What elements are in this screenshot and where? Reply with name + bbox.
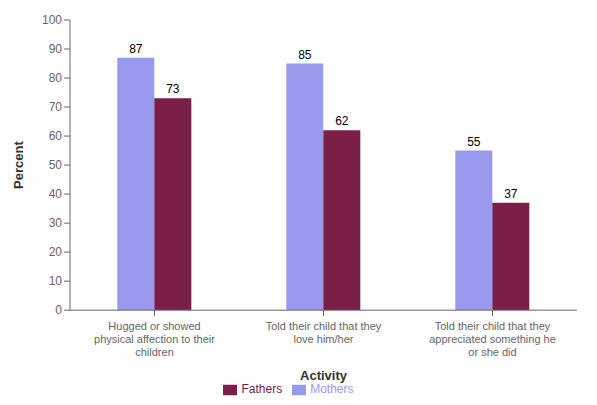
svg-text:37: 37: [504, 187, 518, 201]
svg-text:50: 50: [49, 158, 63, 172]
svg-text:20: 20: [49, 245, 63, 259]
svg-text:62: 62: [335, 114, 349, 128]
svg-text:30: 30: [49, 216, 63, 230]
svg-text:87: 87: [129, 42, 143, 56]
svg-text:80: 80: [49, 71, 63, 85]
svg-text:Activity: Activity: [300, 368, 348, 383]
svg-text:Percent: Percent: [11, 141, 26, 189]
svg-text:0: 0: [55, 303, 62, 317]
html-text:Mothers: Mothers: [310, 382, 354, 397]
svg-text:40: 40: [49, 187, 63, 201]
svg-text:Told their child that theyappr: Told their child that theyappreciated so…: [429, 320, 556, 358]
svg-text:Told their child that theylove: Told their child that theylove him/her: [266, 320, 382, 345]
svg-text:70: 70: [49, 100, 63, 114]
svg-text:85: 85: [298, 48, 312, 62]
svg-text:73: 73: [166, 82, 180, 96]
svg-text:90: 90: [49, 42, 63, 56]
svg-text:55: 55: [467, 135, 481, 149]
svg-text:Hugged or showedphysical affec: Hugged or showedphysical affection to th…: [94, 320, 215, 358]
svg-text:100: 100: [42, 13, 62, 27]
html-text:Fathers: Fathers: [241, 382, 283, 397]
svg-text:10: 10: [49, 274, 63, 288]
svg-text:60: 60: [49, 129, 63, 143]
